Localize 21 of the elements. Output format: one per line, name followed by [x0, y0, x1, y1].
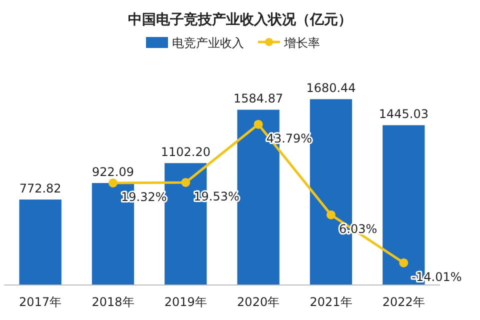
data-label: 1584.87	[234, 92, 284, 106]
point	[399, 258, 408, 268]
x-tick-label: 2018年	[92, 295, 134, 309]
legend-label: 电竞产业收入	[172, 36, 244, 50]
x-tick-label: 2020年	[237, 295, 280, 309]
data-label: 1445.03	[378, 107, 428, 122]
data-label: 1680.44	[306, 81, 356, 96]
x-tick-label: 2019年	[164, 295, 207, 309]
point	[326, 210, 336, 220]
legend-label: 增长率	[283, 36, 320, 50]
data-label: 922.09	[92, 165, 134, 180]
chart-title: 中国电子竞技产业收入状况（亿元）	[128, 11, 352, 28]
x-tick-label: 2022年	[382, 295, 425, 309]
point	[181, 178, 190, 187]
bar	[19, 200, 62, 285]
data-label: 1102.20	[160, 145, 210, 160]
x-tick-label: 2021年	[310, 295, 352, 309]
x-tick-label: 2017年	[19, 295, 62, 309]
point	[108, 178, 118, 188]
point	[254, 120, 263, 129]
data-label: 772.82	[19, 182, 62, 196]
